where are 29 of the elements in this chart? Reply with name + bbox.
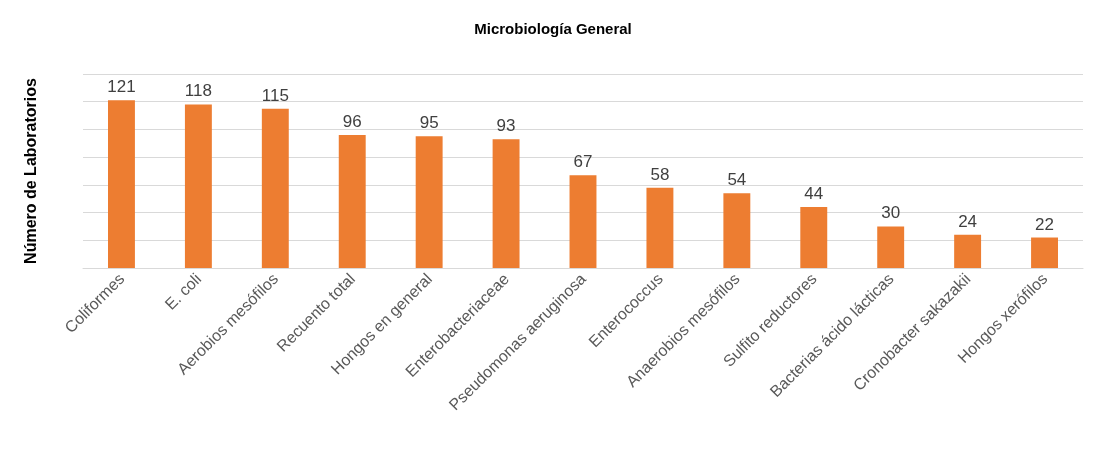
data-label: 93 (496, 116, 516, 136)
data-label: 67 (573, 152, 593, 172)
data-label: 121 (107, 77, 136, 97)
data-label: 115 (261, 85, 289, 105)
data-label: 58 (650, 164, 670, 184)
data-label: 30 (881, 203, 901, 223)
data-label: 22 (1035, 214, 1054, 234)
data-label: 95 (419, 113, 439, 133)
x-tick-label: E. coli (161, 269, 205, 313)
bar (723, 193, 751, 268)
bar (569, 175, 597, 268)
y-axis-title: Número de Laboratorios (21, 78, 39, 264)
data-label: 54 (727, 170, 747, 190)
bar (108, 100, 135, 268)
bar (800, 207, 828, 268)
data-label: 96 (342, 111, 362, 131)
bar (1031, 237, 1058, 268)
data-label: 118 (184, 81, 212, 101)
bar (877, 226, 905, 268)
bar (338, 134, 366, 268)
data-label: 24 (958, 211, 978, 231)
bar (954, 234, 982, 268)
data-label: 44 (804, 184, 824, 204)
bar (184, 104, 212, 268)
bar (646, 187, 674, 268)
bar (261, 108, 289, 268)
chart-title: Microbiología General (474, 20, 632, 37)
bar (415, 136, 443, 268)
bar (492, 139, 520, 268)
